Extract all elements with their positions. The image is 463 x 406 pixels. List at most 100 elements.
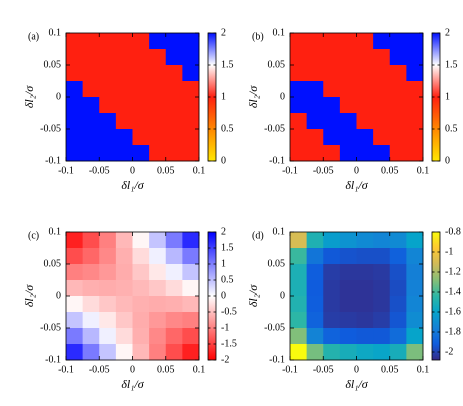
heatmap-cell [389, 33, 407, 50]
y-tick-label: 0.05 [268, 258, 286, 269]
y-tick-label: -0.1 [269, 354, 285, 365]
x-tick-label: -0.1 [282, 165, 298, 176]
heatmap-cell [373, 328, 391, 345]
heatmap-cell [182, 328, 200, 345]
heatmap-cell [99, 113, 117, 130]
heatmap-cell [115, 33, 133, 50]
heatmap-cell [99, 248, 117, 265]
heatmap-cell [66, 280, 84, 297]
heatmap-cell [99, 33, 117, 50]
heatmap-cell [356, 49, 374, 66]
heatmap-cell [182, 312, 200, 329]
y-tick-label: -0.05 [40, 123, 61, 134]
heatmap-cell [323, 113, 341, 130]
heatmap-cell [165, 145, 183, 162]
y-axis-label: δl₂/σ [22, 284, 36, 307]
heatmap-cell [182, 145, 200, 162]
x-tick-label: -0.05 [313, 165, 334, 176]
heatmap-cell [356, 33, 374, 50]
heatmap-cell [389, 248, 407, 265]
colorbar-tick-label: 1.5 [445, 59, 458, 70]
heatmap-cell [132, 280, 150, 297]
heatmap-cell [290, 280, 308, 297]
heatmap-cell [373, 232, 391, 249]
heatmap-cell [82, 232, 100, 249]
panel-label: (b) [252, 31, 264, 42]
heatmap-cell [306, 49, 324, 66]
colorbar-tick-label: -1.6 [445, 306, 461, 317]
heatmap-cell [66, 113, 84, 130]
heatmap-cell [132, 232, 150, 249]
heatmap-cell [132, 264, 150, 281]
heatmap-cell [165, 129, 183, 146]
x-axis-label: δl₁/σ [345, 377, 368, 391]
x-tick-label: 0.1 [193, 165, 206, 176]
heatmap-cell [356, 328, 374, 345]
heatmap-cell [356, 344, 374, 361]
x-tick-label: -0.1 [58, 364, 74, 375]
heatmap-cell [373, 33, 391, 50]
heatmap-cell [356, 312, 374, 329]
heatmap-cell [99, 344, 117, 361]
heatmap-cell [182, 33, 200, 50]
heatmap-cell [165, 264, 183, 281]
heatmap-cell [306, 145, 324, 162]
heatmap-cell [82, 296, 100, 313]
heatmap-cell [306, 344, 324, 361]
heatmap-cell [356, 264, 374, 281]
heatmap-cell [373, 81, 391, 98]
heatmap-cell [115, 129, 133, 146]
heatmap-cell [306, 113, 324, 130]
heatmap-cell [149, 296, 167, 313]
panel-label: (d) [252, 230, 264, 241]
heatmap-cell [406, 113, 424, 130]
colorbar-tick-label: -0.8 [445, 226, 461, 237]
heatmap-cell [115, 113, 133, 130]
heatmap-cell [373, 97, 391, 114]
heatmap-cell [82, 248, 100, 265]
colorbar-tick-label: 0 [221, 155, 226, 166]
heatmap-cell [339, 232, 357, 249]
heatmap-cell [149, 33, 167, 50]
heatmap-cell [306, 280, 324, 297]
heatmap-cell [82, 97, 100, 114]
heatmap-cell [290, 33, 308, 50]
x-tick-label: 0 [354, 364, 359, 375]
heatmap-cell [290, 248, 308, 265]
heatmap-cell [66, 296, 84, 313]
heatmap-cell [290, 328, 308, 345]
y-tick-label: 0 [280, 290, 285, 301]
heatmap-cell [82, 113, 100, 130]
heatmap-cell [389, 312, 407, 329]
heatmap-cell [149, 81, 167, 98]
heatmap-cell [66, 248, 84, 265]
colorbar-tick-label: 1.5 [221, 242, 234, 253]
heatmap-cell [132, 81, 150, 98]
heatmap-cell [323, 129, 341, 146]
colorbar-tick-label: -1 [445, 246, 453, 257]
heatmap-cell [306, 232, 324, 249]
heatmap-cell [306, 328, 324, 345]
heatmap-cell [290, 113, 308, 130]
heatmap-cell [323, 280, 341, 297]
colorbar-tick-label: 2 [221, 27, 226, 38]
heatmap-cell [115, 264, 133, 281]
colorbar-tick-label: 0.5 [221, 274, 234, 285]
x-tick-label: 0.1 [417, 165, 430, 176]
heatmap-cell [132, 97, 150, 114]
x-tick-label: -0.1 [58, 165, 74, 176]
y-tick-label: -0.05 [264, 123, 285, 134]
y-tick-label: 0 [280, 91, 285, 102]
heatmap-cell [356, 97, 374, 114]
heatmap-cell [115, 81, 133, 98]
heatmap-cell [66, 129, 84, 146]
heatmap-cell [115, 232, 133, 249]
colorbar-tick-label: -1.4 [445, 286, 461, 297]
heatmap-cell [115, 344, 133, 361]
heatmap-cell [389, 113, 407, 130]
heatmap-cell [182, 113, 200, 130]
heatmap-cell [99, 65, 117, 82]
heatmap-cell [323, 232, 341, 249]
heatmap-cell [66, 264, 84, 281]
